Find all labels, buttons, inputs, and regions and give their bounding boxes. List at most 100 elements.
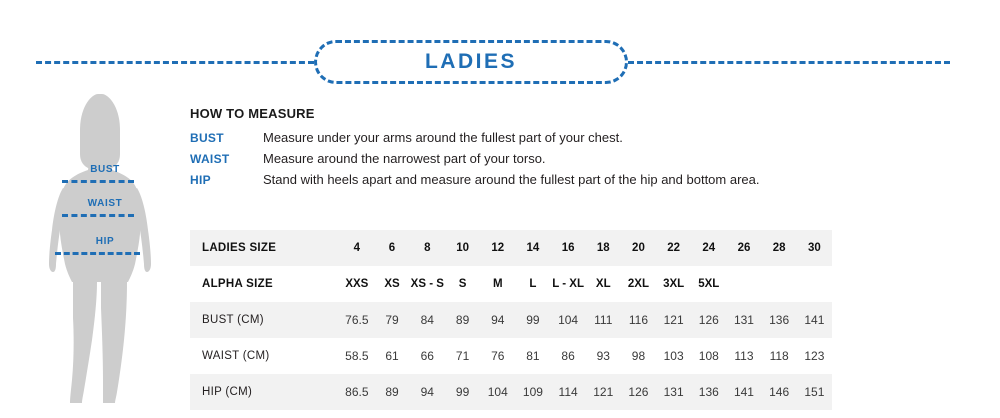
table-cell: 111	[594, 313, 613, 327]
measure-desc-hip: Stand with heels apart and measure aroun…	[263, 172, 760, 187]
female-body-icon	[49, 94, 151, 403]
table-cell: 20	[632, 242, 645, 254]
table-cell: L	[529, 278, 537, 290]
table-cell: M	[492, 278, 503, 290]
table-cell: 58.5	[345, 349, 369, 363]
table-cell: 8	[424, 242, 431, 254]
table-cell: 6	[388, 242, 396, 254]
table-cell: 12	[491, 242, 505, 254]
table-cell: 94	[420, 385, 434, 399]
measure-desc-waist: Measure around the narrowest part of you…	[263, 151, 546, 166]
measure-desc-bust: Measure under your arms around the fulle…	[263, 130, 623, 145]
table-cell: 86.5	[345, 385, 369, 399]
table-row: BUST (CM) 76.5 79 84 89 94 99 104 111 116 121 126 13…	[190, 302, 832, 338]
table-cell: 121	[663, 313, 684, 327]
table-cell: S	[458, 278, 467, 290]
table-cell: 116	[628, 313, 649, 327]
table-cell: 118	[769, 349, 789, 363]
table-cell: 22	[667, 242, 681, 254]
table-cell: 103	[663, 349, 684, 363]
table-cell: 14	[526, 242, 540, 254]
table-cell: 114	[558, 385, 578, 399]
page-title: LADIES	[424, 50, 517, 73]
size-table-body: LADIES SIZE 4 6 8 10 12 14 16 18 20 22 24 26 28 30 ALPH…	[190, 230, 832, 410]
table-cell: 5XL	[698, 278, 720, 290]
table-cell: 146	[769, 385, 790, 399]
silhouette-dash-waist	[62, 214, 134, 217]
how-to-measure-title: HOW TO MEASURE	[190, 106, 315, 121]
table-row-label: HIP (CM)	[202, 386, 253, 398]
table-cell: 10	[456, 242, 469, 254]
table-cell: 89	[385, 385, 399, 399]
silhouette-label-bust: BUST	[90, 164, 120, 175]
table-cell	[797, 266, 832, 302]
table-cell: 71	[455, 349, 470, 363]
table-cell: 2XL	[627, 278, 649, 290]
table-row: HIP (CM) 86.5 89 94 99 104 109 114 121 126 131 136 1…	[190, 374, 832, 410]
banner-dashed-rule-left	[36, 61, 314, 64]
measure-key-hip: HIP	[190, 173, 211, 187]
table-cell: 123	[804, 349, 825, 363]
banner: LADIES	[0, 40, 1000, 84]
table-cell: 61	[385, 349, 399, 363]
table-cell: 30	[807, 242, 821, 254]
table-row: LADIES SIZE 4 6 8 10 12 14 16 18 20 22 24 26 28 30	[190, 230, 832, 266]
table-cell: 76	[491, 349, 505, 363]
table-cell: 89	[455, 313, 470, 327]
measure-key-bust: BUST	[190, 131, 224, 145]
table-row-label: LADIES SIZE	[202, 242, 277, 254]
table-row-label: WAIST (CM)	[202, 350, 270, 362]
body-silhouette: BUST WAIST HIP	[40, 92, 190, 412]
table-cell: 18	[596, 242, 610, 254]
table-row-label: ALPHA SIZE	[202, 278, 273, 290]
table-cell: 79	[385, 313, 399, 327]
how-to-measure-row-hip: HIP Stand with heels apart and measure a…	[190, 172, 980, 187]
table-cell	[726, 266, 761, 302]
table-cell: 131	[733, 313, 754, 327]
table-cell: 113	[734, 349, 754, 363]
table-cell: 108	[698, 349, 719, 363]
table-cell: 93	[596, 349, 610, 363]
table-cell: 131	[663, 385, 684, 399]
table-cell: 109	[522, 385, 543, 399]
table-cell: 16	[561, 242, 575, 254]
silhouette-label-hip: HIP	[95, 236, 115, 247]
how-to-measure-section: HOW TO MEASURE BUST Measure under your a…	[190, 106, 980, 193]
table-cell: 104	[487, 385, 508, 399]
table-cell: XS	[384, 278, 400, 290]
table-cell: 76.5	[345, 313, 369, 327]
how-to-measure-row-waist: WAIST Measure around the narrowest part …	[190, 151, 980, 166]
table-cell: 121	[593, 385, 614, 399]
table-row-label: BUST (CM)	[202, 314, 264, 326]
table-cell: L - XL	[552, 278, 584, 290]
table-cell: 104	[558, 313, 579, 327]
table-cell: 66	[420, 349, 434, 363]
size-table: LADIES SIZE 4 6 8 10 12 14 16 18 20 22 24 26 28 30 ALPH…	[190, 230, 832, 410]
table-cell: 126	[628, 385, 649, 399]
table-cell: 94	[491, 313, 505, 327]
banner-dashed-rule-right	[628, 61, 950, 64]
table-cell: 99	[526, 313, 540, 327]
table-cell: 28	[772, 242, 786, 254]
table-cell: 98	[631, 349, 646, 363]
table-cell: 136	[769, 313, 790, 327]
silhouette-label-waist: WAIST	[87, 198, 123, 209]
table-cell: 81	[526, 349, 540, 363]
table-cell: 84	[420, 313, 434, 327]
table-cell: 4	[353, 242, 361, 254]
table-row: WAIST (CM) 58.5 61 66 71 76 81 86 93 98 103 108 113 1…	[190, 338, 832, 374]
banner-pill: LADIES	[314, 40, 628, 84]
table-row: ALPHA SIZE XXS XS XS - S S M L L - XL XL 2XL 3XL 5X…	[190, 266, 832, 302]
table-cell	[762, 266, 797, 302]
table-cell: 99	[455, 385, 470, 399]
table-cell: 136	[698, 385, 719, 399]
table-cell: XXS	[345, 278, 369, 290]
table-cell: XL	[595, 278, 611, 290]
silhouette-dash-bust	[62, 180, 134, 183]
table-cell: 141	[733, 385, 754, 399]
table-cell: 26	[737, 242, 751, 254]
table-cell: XS - S	[410, 278, 444, 290]
table-cell: 3XL	[663, 278, 685, 290]
measure-key-waist: WAIST	[190, 152, 230, 166]
